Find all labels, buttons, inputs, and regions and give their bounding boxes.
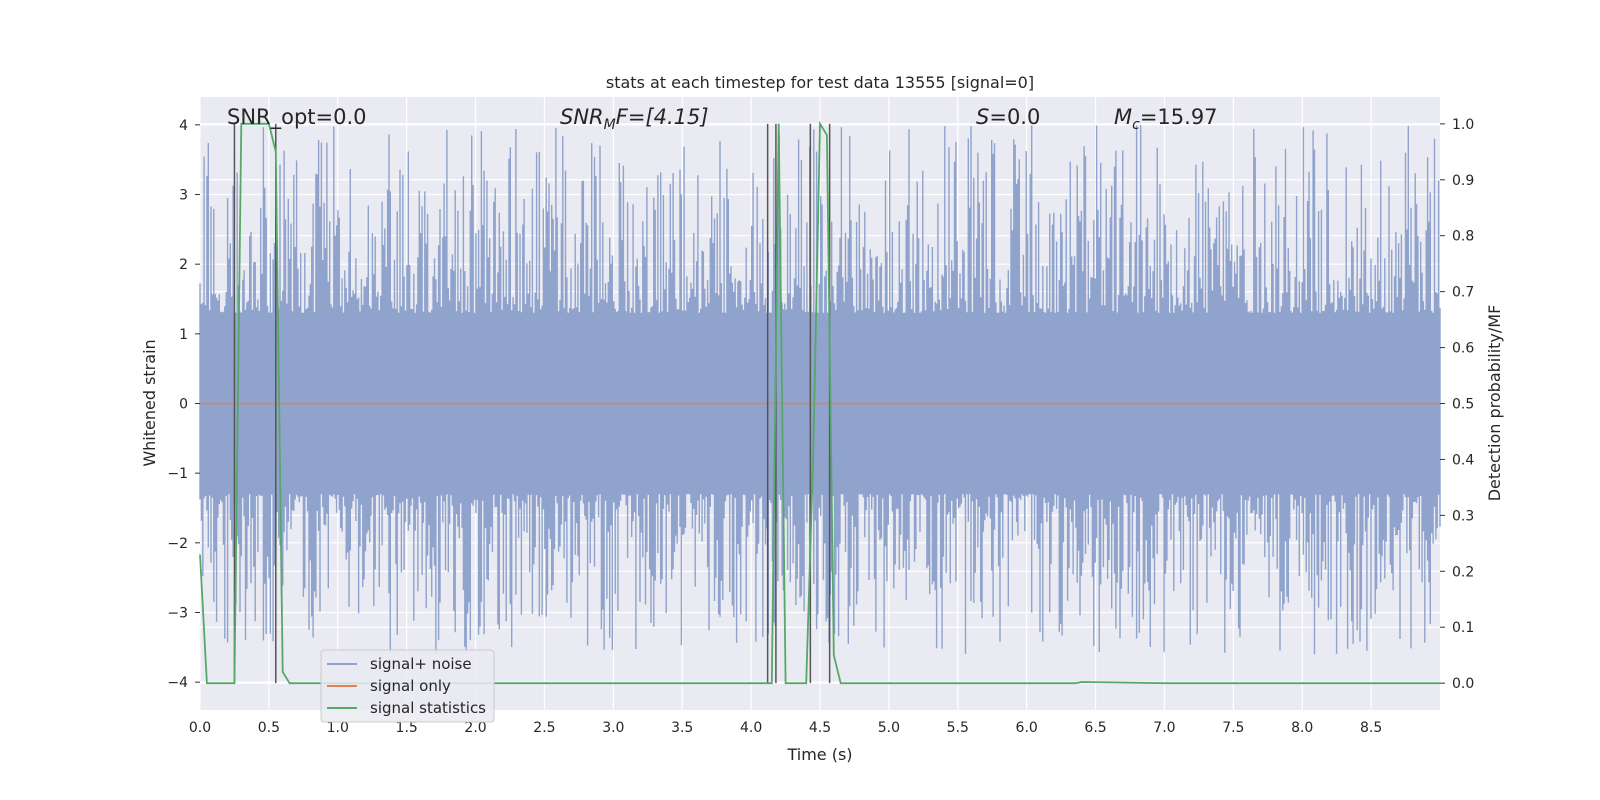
y2-tick-label: 1.0 <box>1452 117 1474 133</box>
legend-label-signal-only: signal only <box>370 677 451 695</box>
y-axis-label: Whitened strain <box>140 339 159 466</box>
x-tick-label: 5.0 <box>878 720 900 736</box>
mc-symbol: M <box>1114 105 1132 129</box>
x-tick-label: 6.5 <box>1084 720 1106 736</box>
legend-label-noise: signal+ noise <box>370 655 472 673</box>
legend-box <box>320 649 495 723</box>
noise-spikes <box>199 125 1441 655</box>
snr-mf-subscript: M <box>604 117 616 133</box>
y2-tick-label: 0.6 <box>1452 341 1474 357</box>
y-tick-labels: 4 3 2 1 0 −1 −2 −3 −4 <box>167 118 200 691</box>
legend: signal+ noise signal only signal statist… <box>320 649 495 723</box>
y2-axis-label: Detection probability/MF <box>1485 305 1504 502</box>
x-tick-label: 3.0 <box>602 720 624 736</box>
y-tick-label: −1 <box>167 466 188 482</box>
x-tick-label: 6.0 <box>1016 720 1038 736</box>
x-tick-label: 8.0 <box>1291 720 1313 736</box>
mc-value: =15.97 <box>1140 105 1218 129</box>
y2-tick-label: 0.2 <box>1452 564 1474 580</box>
x-tick-label: 2.0 <box>464 720 486 736</box>
y-tick-label: −4 <box>167 675 188 691</box>
x-tick-labels: 0.0 0.5 1.0 1.5 2.0 2.5 3.0 3.5 4.0 4.5 5.0 5.5 6.0 6… <box>189 720 1382 736</box>
annotation-snr-opt: SNR_opt=0.0 <box>227 105 367 130</box>
x-tick-label: 7.0 <box>1153 720 1175 736</box>
y-tick-label: 3 <box>179 188 188 204</box>
signal-statistics-line <box>199 120 1440 685</box>
x-tick-label: 1.5 <box>396 720 418 736</box>
x-axis-label: Time (s) <box>786 745 852 764</box>
mc-subscript: c <box>1132 117 1140 133</box>
y2-tick-label: 0.7 <box>1452 285 1474 301</box>
snr-mf-symbol: SNR <box>560 105 604 129</box>
x-tick-label: 4.0 <box>740 720 762 736</box>
x-tick-label: 5.5 <box>947 720 969 736</box>
x-tick-label: 4.5 <box>809 720 831 736</box>
annotation-mc: Mc=15.97 <box>1114 105 1218 133</box>
y-tick-label: 4 <box>179 118 188 134</box>
x-tick-label: 0.5 <box>258 720 280 736</box>
x-tick-label: 7.5 <box>1222 720 1244 736</box>
y-tick-label: −2 <box>167 536 188 552</box>
y2-tick-label: 0.4 <box>1452 452 1474 468</box>
chart-title: stats at each timestep for test data 135… <box>606 73 1034 92</box>
y2-tick-label: 0.9 <box>1452 173 1474 189</box>
x-tick-label: 0.0 <box>189 720 211 736</box>
s-value: =0.0 <box>989 105 1040 129</box>
y2-tick-label: 0.3 <box>1452 508 1474 524</box>
snr-mf-value: F=[4.15] <box>616 105 709 129</box>
y-tick-label: −3 <box>167 605 188 621</box>
x-tick-label: 1.0 <box>327 720 349 736</box>
y2-tick-label: 0.5 <box>1452 397 1474 413</box>
x-tick-label: 2.5 <box>533 720 555 736</box>
annotation-s: S=0.0 <box>976 105 1040 129</box>
y2-tick-label: 0.8 <box>1452 229 1474 245</box>
annotation-snr-mf: SNRMF=[4.15] <box>560 105 709 133</box>
x-tick-label: 3.5 <box>671 720 693 736</box>
y2-tick-label: 0.0 <box>1452 676 1474 692</box>
y-tick-label: 2 <box>179 257 188 273</box>
x-tick-label: 8.5 <box>1360 720 1382 736</box>
y-tick-label: 0 <box>179 397 188 413</box>
y2-tick-label: 0.1 <box>1452 620 1474 636</box>
legend-label-statistics: signal statistics <box>370 699 486 717</box>
signal-statistics-series <box>199 120 1440 685</box>
s-symbol: S <box>976 105 989 129</box>
y2-tick-labels: 1.0 0.9 0.8 0.7 0.6 0.5 0.4 0.3 0.2 0.1 0.0 <box>1440 117 1474 692</box>
y-tick-label: 1 <box>179 327 188 343</box>
